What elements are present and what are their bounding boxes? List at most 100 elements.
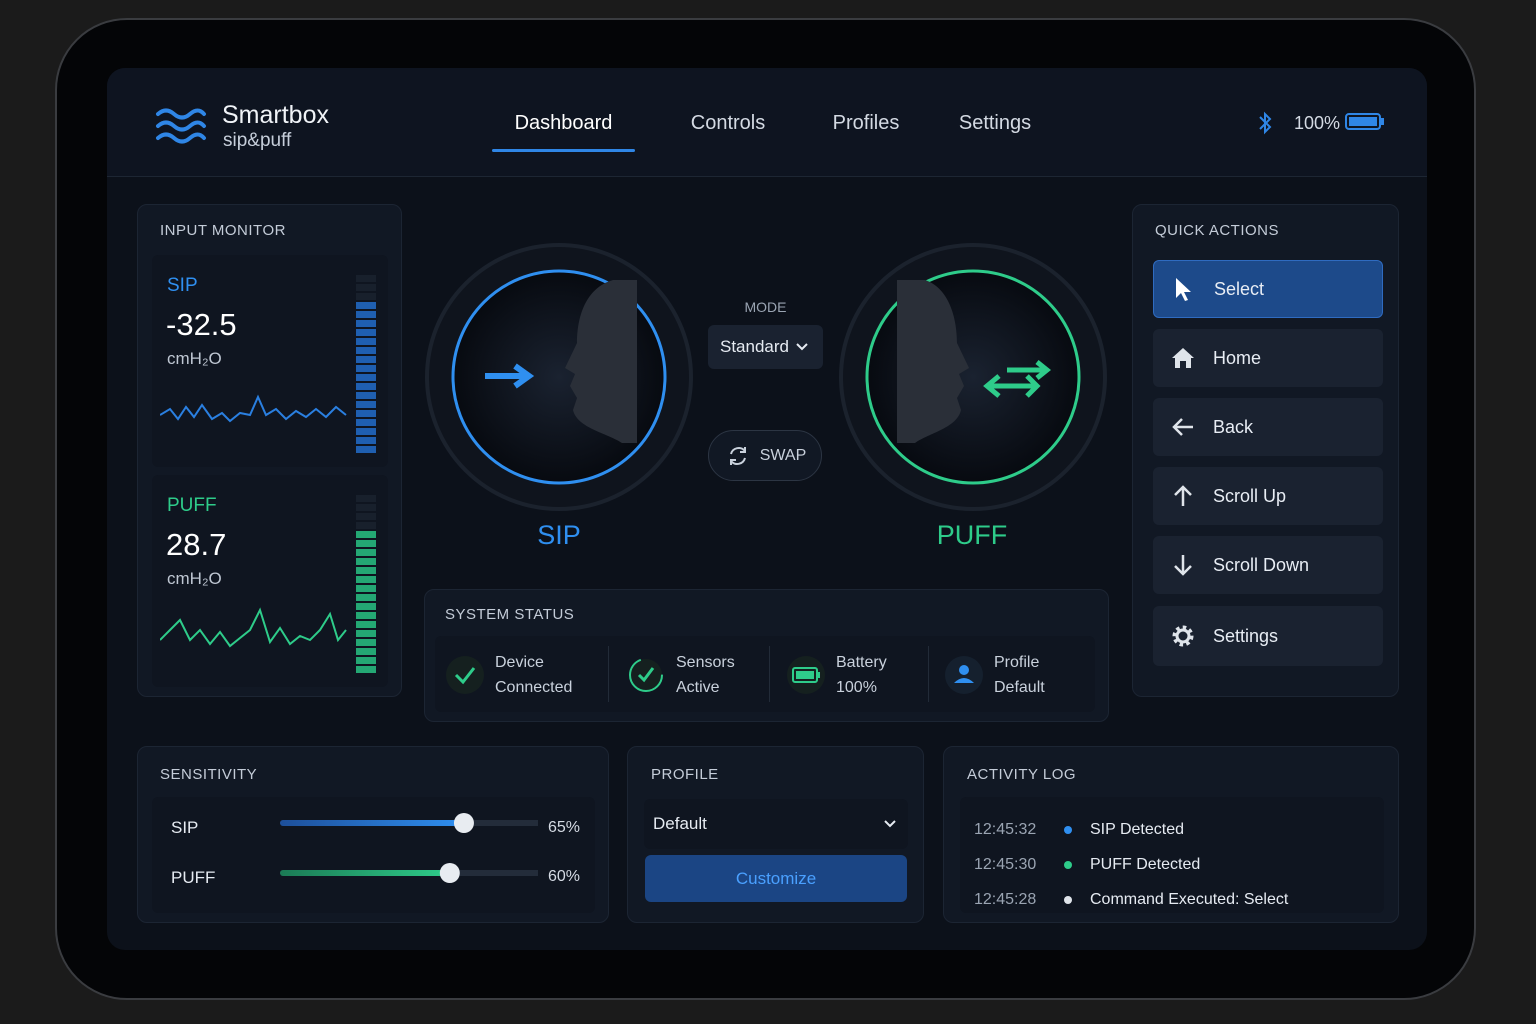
quick-actions-panel: QUICK ACTIONS Select Home Back Scroll Up… xyxy=(1132,204,1399,697)
action-label: Settings xyxy=(1213,625,1279,646)
panel-title: PROFILE xyxy=(651,766,719,783)
action-label: Home xyxy=(1213,347,1262,368)
profile-icon xyxy=(945,656,983,694)
back-icon xyxy=(1172,418,1193,436)
action-button[interactable]: Back xyxy=(1153,398,1383,456)
activity-log-panel: ACTIVITY LOG 12:45:32 SIP Detected 12:45:… xyxy=(943,746,1399,923)
meter-segment xyxy=(356,585,376,592)
slider-knob[interactable] xyxy=(439,863,460,883)
swap-button[interactable]: SWAP xyxy=(708,430,822,481)
log-event: SIP Detected xyxy=(1090,821,1184,838)
puff-label: PUFF xyxy=(167,495,217,516)
down-icon xyxy=(1174,555,1192,576)
log-entry: 12:45:28 Command Executed: Select xyxy=(974,882,1288,917)
slider-value: 60% xyxy=(548,868,581,885)
button-text: Customize xyxy=(735,868,817,888)
log-event: PUFF Detected xyxy=(1090,856,1201,873)
meter-segment xyxy=(356,495,376,502)
divider xyxy=(769,646,770,702)
status-label: Device xyxy=(495,654,544,671)
battery-icon xyxy=(1345,113,1384,130)
action-button[interactable]: Home xyxy=(1153,329,1383,387)
nav-tab[interactable]: Settings xyxy=(958,112,1032,134)
slider-knob[interactable] xyxy=(453,813,474,833)
action-label: Back xyxy=(1213,416,1254,437)
meter-segment xyxy=(356,329,376,336)
sensor-icon xyxy=(629,658,663,692)
meter-segment xyxy=(356,365,376,372)
meter-segment xyxy=(356,320,376,327)
meter-segment xyxy=(356,639,376,646)
meter-segment xyxy=(356,648,376,655)
log-time: 12:45:30 xyxy=(974,856,1037,873)
panel-title: SENSITIVITY xyxy=(160,766,258,783)
meter-segment xyxy=(356,666,376,673)
log-entry: 12:45:32 SIP Detected xyxy=(974,812,1288,847)
status-label: Profile xyxy=(994,654,1040,671)
meter-segment xyxy=(356,531,376,538)
slider-area xyxy=(152,797,595,913)
meter-segment xyxy=(356,410,376,417)
mode-label: MODE xyxy=(744,299,787,315)
mode-dropdown[interactable]: Standard xyxy=(708,325,823,369)
action-button[interactable]: Select xyxy=(1153,260,1383,318)
meter-segment xyxy=(356,419,376,426)
nav-tab[interactable]: Dashboard xyxy=(514,112,613,134)
action-button[interactable]: Scroll Up xyxy=(1153,467,1383,525)
meter-segment xyxy=(356,356,376,363)
meter-segment xyxy=(356,302,376,309)
meter-segment xyxy=(356,347,376,354)
meter-segment xyxy=(356,374,376,381)
meter-segment xyxy=(356,293,376,300)
meter-segment xyxy=(356,558,376,565)
chevron xyxy=(884,820,896,828)
meter-segment xyxy=(356,657,376,664)
meter-segment xyxy=(356,621,376,628)
status-item: Battery 100% xyxy=(786,650,887,700)
slider-label: SIP xyxy=(171,818,199,837)
profile-dropdown[interactable]: Default xyxy=(644,799,908,849)
log-dot xyxy=(1064,895,1072,904)
panel-title: ACTIVITY LOG xyxy=(967,766,1077,783)
sip-value: -32.5 xyxy=(166,307,237,342)
action-label: Select xyxy=(1214,278,1265,299)
status-label: Battery xyxy=(836,654,887,671)
battery-status-icon xyxy=(787,656,825,694)
log-list xyxy=(960,797,1384,913)
status-value: Active xyxy=(676,679,720,696)
dial-label: PUFF xyxy=(936,520,1008,550)
nav-underline xyxy=(492,149,635,152)
brand-subtitle: sip&puff xyxy=(223,130,292,151)
meter-segment xyxy=(356,428,376,435)
puff-dial xyxy=(839,243,1107,511)
customize-button[interactable]: Customize xyxy=(645,855,907,902)
meter-segment xyxy=(356,401,376,408)
nav-tab[interactable]: Profiles xyxy=(832,112,900,134)
divider xyxy=(928,646,929,702)
meter-segment xyxy=(356,576,376,583)
brand: Smartbox xyxy=(222,101,329,129)
meter-segment xyxy=(356,275,376,282)
sip-monitor: SIP -32.5 cmH₂O xyxy=(152,255,388,467)
divider xyxy=(608,646,609,702)
meter-segment xyxy=(356,392,376,399)
meter-segment xyxy=(356,446,376,453)
nav-tab[interactable]: Controls xyxy=(690,112,766,134)
cursor-icon xyxy=(1176,278,1191,301)
meter-segment xyxy=(356,504,376,511)
action-button[interactable]: Scroll Down xyxy=(1153,536,1383,594)
check-icon xyxy=(446,656,484,694)
puff-value: 28.7 xyxy=(166,527,227,562)
log-dot xyxy=(1064,825,1072,834)
panel-title: QUICK ACTIONS xyxy=(1155,222,1280,239)
log-time: 12:45:32 xyxy=(974,821,1037,838)
action-button[interactable]: Settings xyxy=(1153,606,1383,666)
meter-segment xyxy=(356,540,376,547)
meter-segment xyxy=(356,338,376,345)
log-event: Command Executed: Select xyxy=(1090,891,1289,908)
header: Smartbox sip&puff Dashboard Controls Pro… xyxy=(107,68,1427,177)
input-monitor-panel: INPUT MONITOR SIP -32.5 cmH₂O PUFF 28.7 … xyxy=(137,204,402,697)
status-item: Sensors Active xyxy=(626,650,735,700)
meter-segment xyxy=(356,284,376,291)
